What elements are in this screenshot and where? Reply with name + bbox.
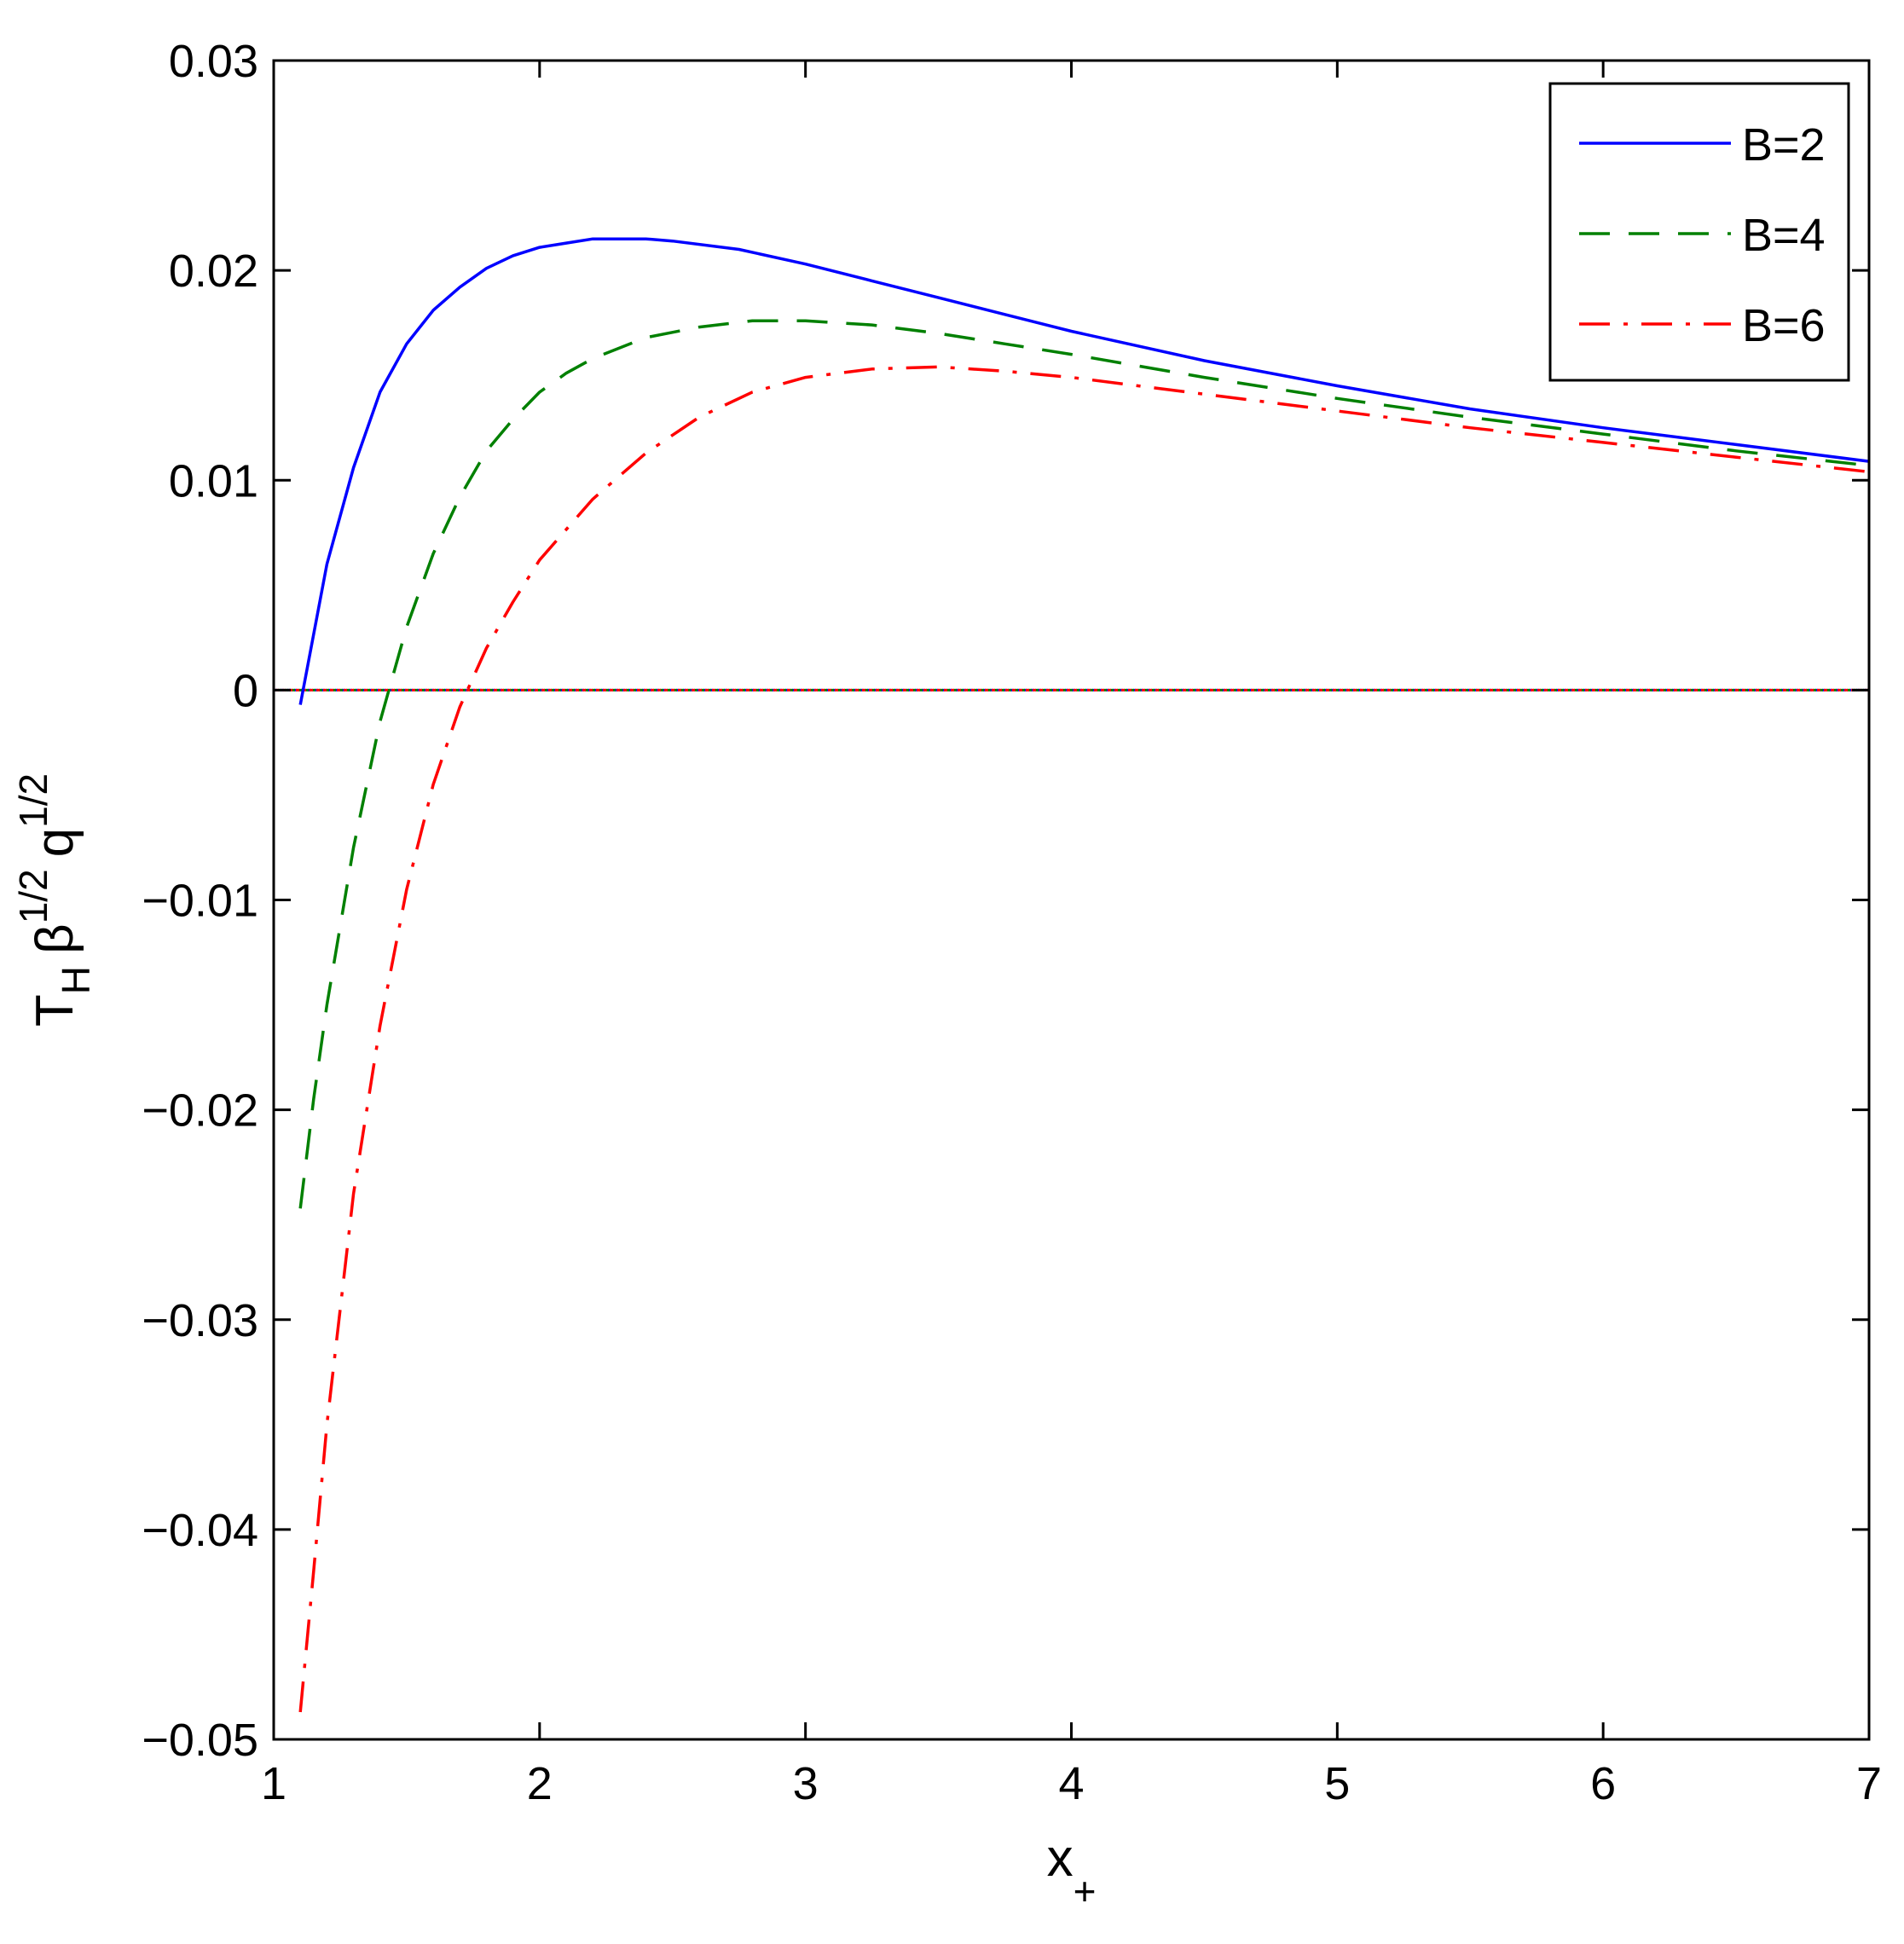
legend-label-3: B=6	[1742, 300, 1826, 351]
y-label-q: q	[26, 828, 84, 857]
y-label-beta-superscript: 1/2	[11, 869, 55, 923]
x-tick-label: 4	[1058, 1758, 1084, 1809]
x-axis-label: x+	[1047, 1829, 1097, 1913]
y-tick-label: −0.05	[142, 1715, 258, 1766]
series-line-1	[298, 237, 1870, 705]
legend-box	[1548, 82, 1850, 382]
y-label-beta: β	[26, 923, 84, 954]
y-label-q-superscript: 1/2	[11, 773, 55, 828]
y-tick-label: −0.02	[142, 1085, 258, 1137]
x-axis-label-subscript: +	[1074, 1869, 1097, 1913]
x-tick-label: 2	[527, 1758, 553, 1809]
series-group	[298, 237, 1870, 1713]
x-axis-label-base: x	[1047, 1829, 1074, 1888]
y-tick-label: 0	[233, 665, 258, 716]
x-tick-label: 6	[1590, 1758, 1616, 1809]
x-tick-label: 1	[261, 1758, 286, 1809]
series-line-3	[298, 365, 1870, 1713]
y-tick-label: 0.03	[169, 36, 258, 87]
x-tick-label: 5	[1324, 1758, 1350, 1809]
y-tick-label: 0.02	[169, 246, 258, 297]
y-tick-label: −0.04	[142, 1505, 258, 1556]
y-tick-label: −0.01	[142, 876, 258, 927]
y-axis-label: THβ1/2q1/2	[11, 773, 98, 1027]
y-label-t-subscript: H	[54, 966, 98, 994]
legend: B=2 B=4 B=6	[1548, 82, 1850, 382]
legend-label-1: B=2	[1742, 119, 1826, 171]
y-tick-label: −0.03	[142, 1295, 258, 1346]
x-tick-labels: 1 2 3 4 5 6 7	[261, 1758, 1882, 1809]
x-tick-label: 3	[793, 1758, 819, 1809]
ticks-group	[272, 59, 1871, 1741]
legend-label-2: B=4	[1742, 210, 1826, 261]
series-line-2	[298, 319, 1870, 1209]
y-tick-labels: −0.05 −0.04 −0.03 −0.02 −0.01 0 0.01 0.02 0.03	[142, 36, 258, 1766]
x-tick-label: 7	[1856, 1758, 1882, 1809]
y-tick-label: 0.01	[169, 455, 258, 506]
y-label-t: T	[26, 994, 84, 1027]
